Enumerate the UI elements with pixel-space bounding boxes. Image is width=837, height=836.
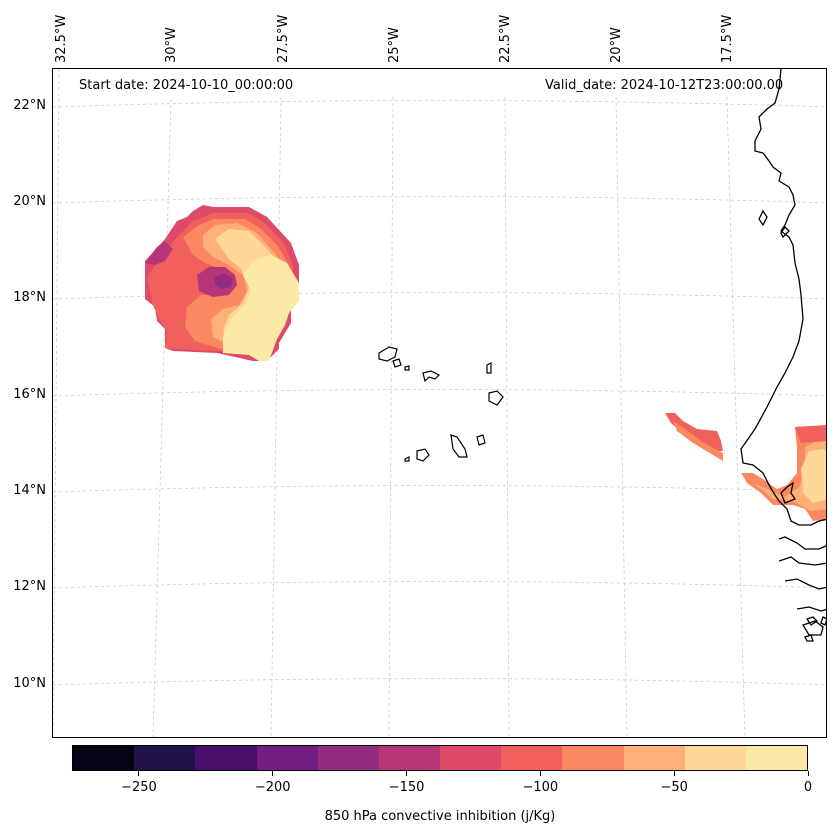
colorbar-segment	[195, 746, 257, 770]
island-boa-vista	[488, 390, 504, 406]
cin-minimum-core	[215, 273, 233, 289]
colorbar-segment	[73, 746, 135, 770]
coast-mauritania-senegal	[740, 69, 826, 526]
colorbar-segment	[623, 746, 685, 770]
colorbar-tick-label: −250	[121, 780, 157, 795]
meridian-25w	[388, 96, 394, 737]
cin-nw-patch	[145, 241, 173, 265]
colorbar-segment	[134, 746, 196, 770]
lat-label-20n: 20°N	[13, 194, 46, 209]
colorbar-tick	[673, 771, 675, 776]
colorbar-tick	[138, 771, 140, 776]
parallel-22n	[53, 100, 826, 108]
lat-label-12n: 12°N	[13, 579, 46, 594]
island-santiago	[450, 434, 468, 458]
colorbar-segment	[501, 746, 563, 770]
colorbar-tick	[272, 771, 274, 776]
lat-label-10n: 10°N	[13, 676, 46, 691]
cin-patch-north-strip	[795, 425, 826, 443]
lat-label-14n: 14°N	[13, 483, 46, 498]
lon-label-27-5w: 27.5°W	[276, 14, 291, 63]
island-santo-antao	[378, 346, 398, 362]
island-sao-nicolau	[422, 370, 441, 383]
island-sal	[486, 362, 492, 374]
cin-field-coast	[665, 413, 826, 521]
colorbar-tick	[406, 771, 408, 776]
meridian-27-5w	[270, 96, 282, 737]
colorbar-segment	[256, 746, 318, 770]
island-santa-luzia	[404, 365, 410, 371]
graticule	[53, 69, 826, 737]
meridian-22-5w	[504, 96, 510, 737]
colorbar-tick-label: −150	[388, 780, 425, 795]
colorbar-tick-label: −200	[254, 780, 291, 795]
colorbar-segment	[745, 746, 808, 770]
meridian-32-5w	[53, 69, 60, 730]
lon-label-25w: 25°W	[387, 27, 402, 63]
coast-nouadhibou	[758, 209, 790, 239]
lat-label-18n: 18°N	[13, 290, 46, 305]
colorbar	[72, 745, 808, 771]
cin-patch-offshore-fringe	[673, 421, 723, 461]
island-maio	[476, 434, 486, 446]
lat-label-22n: 22°N	[13, 98, 46, 113]
start-date-label: Start date: 2024-10-10_00:00:00	[79, 78, 294, 93]
colorbar-title: 850 hPa convective inhibition (j/Kg)	[324, 809, 556, 824]
lon-label-30w: 30°W	[164, 27, 179, 63]
cin-patch-senegal-core	[801, 449, 826, 503]
parallel-20n	[53, 196, 826, 204]
island-sao-vicente	[392, 358, 402, 368]
parallel-14n	[53, 485, 826, 493]
coast-bijagos	[804, 616, 826, 642]
lat-label-16n: 16°N	[13, 387, 46, 402]
colorbar-segment	[440, 746, 502, 770]
lon-label-17-5w: 17.5°W	[720, 14, 735, 63]
cin-contour-zero	[223, 255, 299, 361]
valid-date-label: Valid_date: 2024-10-12T23:00:00.00	[545, 78, 784, 93]
lon-label-20w: 20°W	[609, 27, 624, 63]
colorbar-tick	[539, 771, 541, 776]
cape-verde-islands	[378, 346, 504, 462]
meridian-17-5w	[726, 96, 746, 737]
coast-guinea-bissau	[778, 536, 826, 636]
cin-field-cyclone	[145, 205, 299, 361]
island-brava	[404, 456, 410, 462]
colorbar-segment	[378, 746, 441, 770]
colorbar-segment	[317, 746, 379, 770]
colorbar-segment	[684, 746, 746, 770]
parallel-10n	[53, 678, 826, 686]
colorbar-tick-label: −100	[522, 780, 559, 795]
parallel-12n	[53, 581, 826, 589]
map-panel	[52, 68, 827, 738]
parallel-16n	[53, 389, 826, 397]
colorbar-tick-label: 0	[803, 780, 813, 795]
lon-label-32-5w: 32.5°W	[54, 14, 69, 63]
coastline	[740, 69, 826, 642]
colorbar-tick-label: −50	[660, 780, 688, 795]
colorbar-tick	[807, 771, 809, 776]
meridian-30w	[152, 98, 172, 737]
colorbar-segment	[562, 746, 624, 770]
meridian-20w	[615, 96, 628, 737]
cin-patch-offshore	[665, 413, 723, 451]
coast-gambia	[780, 481, 796, 504]
lon-label-22-5w: 22.5°W	[498, 14, 513, 63]
island-fogo	[416, 448, 430, 462]
map-canvas	[53, 69, 826, 737]
